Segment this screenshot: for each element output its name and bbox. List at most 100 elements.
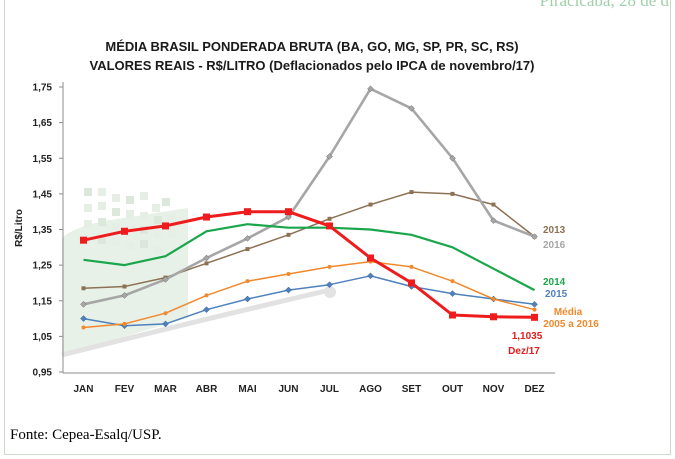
data-point: [408, 279, 415, 287]
data-point: [491, 296, 496, 301]
legend-label-media: Média: [554, 307, 583, 318]
data-point: [409, 190, 414, 195]
source-note: Fonte: Cepea-Esalq/USP.: [10, 427, 162, 443]
x-tick-label: AGO: [359, 384, 382, 395]
data-point: [450, 191, 455, 196]
decoration-tile: [168, 214, 176, 222]
decoration-tile: [152, 204, 160, 212]
decoration-tile: [98, 188, 106, 196]
data-point: [367, 254, 374, 262]
legend-label-2014: 2014: [543, 277, 566, 288]
data-point: [367, 85, 374, 93]
data-point: [285, 286, 292, 294]
data-point: [80, 300, 87, 308]
y-tick-label: 1,65: [33, 118, 53, 129]
data-point: [450, 279, 455, 284]
x-tick-label: FEV: [115, 384, 135, 395]
corner-header-text: Piracicaba, 28 de d: [539, 0, 669, 10]
series-layer: [80, 85, 538, 330]
decoration-tile: [112, 238, 120, 246]
data-point: [162, 320, 169, 328]
series-2014: [83, 223, 536, 292]
decoration-tile: [154, 230, 162, 238]
decoration-tile: [162, 198, 170, 206]
x-tick-label: MAR: [154, 384, 178, 395]
decoration-tile: [126, 242, 134, 250]
decoration-tile: [168, 230, 176, 238]
value-annotation: 1,1035 Dez/17: [508, 331, 543, 357]
decoration-tile: [98, 236, 106, 244]
decoration-tile: [140, 212, 148, 220]
annotation-period: Dez/17: [508, 346, 540, 357]
x-tick-label: NOV: [483, 384, 505, 395]
data-point: [244, 295, 251, 303]
data-point: [122, 321, 127, 326]
decoration-tile: [112, 208, 120, 216]
series-2016: [80, 85, 538, 308]
data-point: [81, 286, 86, 291]
decoration-tile: [154, 246, 162, 254]
decoration-tile: [98, 218, 106, 226]
series-2014-line: [83, 223, 536, 292]
x-tick-label: MAI: [238, 384, 257, 395]
data-point: [203, 254, 210, 262]
decoration-tile: [140, 240, 148, 248]
data-point: [245, 247, 250, 252]
x-tick-label: DEZ: [525, 384, 545, 395]
data-point: [490, 217, 497, 224]
decoration-tile: [126, 210, 134, 218]
data-point: [409, 264, 414, 269]
series-m-dia-2005-a-2016-line: [83, 260, 535, 329]
data-point: [408, 105, 415, 112]
decoration-tile: [126, 196, 134, 204]
chart-title: MÉDIA BRASIL PONDERADA BRUTA (BA, GO, MG…: [105, 39, 518, 54]
data-point: [204, 293, 209, 298]
series-m-dia-2005-a-2016: [81, 259, 537, 330]
data-point: [286, 232, 291, 237]
data-point: [80, 315, 87, 322]
series-2016-line: [83, 87, 535, 306]
data-point: [122, 284, 127, 289]
data-point: [367, 272, 374, 280]
decoration-tile: [112, 222, 120, 230]
data-point: [162, 276, 169, 283]
decoration-tile-area: [62, 208, 188, 355]
data-point: [244, 235, 251, 242]
annotation-value: 1,1035: [512, 331, 543, 342]
decoration-tile: [84, 204, 92, 212]
series-2017-line: [83, 210, 535, 319]
data-point: [162, 222, 169, 230]
y-tick-label: 1,75: [33, 83, 53, 94]
decoration-tile: [112, 194, 120, 202]
decoration-tile: [84, 188, 92, 196]
y-tick-label: 1,55: [33, 154, 53, 165]
data-point: [285, 213, 292, 221]
decoration-swoosh: [61, 287, 331, 358]
y-tick-labels: 0,95 1,05 1,15 1,25 1,35 1,45 1,55 1,65 1,75: [33, 83, 63, 379]
data-point: [449, 290, 456, 297]
y-tick-label: 1,35: [33, 225, 53, 236]
x-tick-label: OUT: [442, 384, 463, 395]
x-tick-label: JUN: [278, 384, 298, 395]
data-point: [491, 202, 496, 207]
data-point: [327, 216, 332, 221]
decoration-tile: [140, 192, 148, 200]
legend-label-media-period: 2005 a 2016: [543, 319, 599, 330]
x-tick-label: JUL: [320, 384, 339, 395]
decoration-tiles: [84, 188, 176, 254]
data-point: [203, 213, 210, 221]
legend-label-2016: 2016: [543, 240, 566, 251]
data-point: [204, 261, 209, 266]
data-point: [326, 222, 333, 230]
data-point: [285, 208, 292, 216]
y-tick-label: 1,25: [33, 261, 53, 272]
x-tick-label: ABR: [196, 384, 218, 395]
data-point: [80, 236, 87, 244]
decoration-tile: [154, 216, 162, 224]
background-decoration: [61, 188, 336, 358]
x-tick-labels: JAN FEV MAR ABR MAI JUN JUL AGO SET OUT NOV DEZ: [73, 384, 544, 395]
data-point: [531, 313, 538, 321]
data-point: [326, 153, 333, 160]
data-point: [163, 311, 168, 316]
line-chart: MÉDIA BRASIL PONDERADA BRUTA (BA, GO, MG…: [14, 39, 599, 395]
